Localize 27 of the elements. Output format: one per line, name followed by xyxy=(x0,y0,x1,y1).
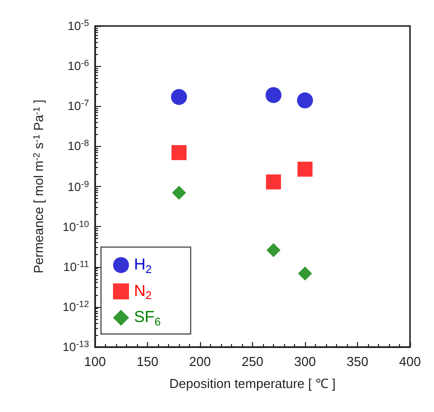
y-tick-label: 10$^{-5}$ xyxy=(68,18,89,33)
y-tick-label: 10$^{-6}$ xyxy=(68,58,89,74)
y-tick-label: 10$^{-10}$ xyxy=(62,218,89,234)
x-tick-label: 300 xyxy=(294,354,316,369)
x-tick-label: 250 xyxy=(242,354,264,369)
point xyxy=(266,174,281,190)
point xyxy=(266,87,282,104)
y-tick-label: 10$^{-12}$ xyxy=(62,298,89,314)
point xyxy=(172,186,186,200)
point xyxy=(298,266,312,280)
point xyxy=(266,243,280,258)
y-tick-label: 10$^{-8}$ xyxy=(68,138,89,154)
x-tick-label: 350 xyxy=(346,354,368,369)
point xyxy=(298,162,312,177)
y-tick-label: 10$^{-11}$ xyxy=(63,258,89,274)
point xyxy=(171,89,187,105)
point xyxy=(297,92,313,108)
x-tick-label: 100 xyxy=(84,354,106,369)
x-tick-label: 150 xyxy=(136,354,158,369)
x-axis-title: Deposition temperature [ ℃ ] xyxy=(169,376,336,391)
x-tick-label: 400 xyxy=(399,354,421,369)
y-tick-label: 10$^{-13}$ xyxy=(62,338,89,354)
point xyxy=(172,145,186,160)
y-axis-title: Permeance [ mol m-2 s-1 Pa-1 ] xyxy=(31,100,46,274)
y-tick-label: 10$^{-9}$ xyxy=(68,178,89,194)
x-tick-label: 200 xyxy=(189,354,211,369)
y-tick-label: 10$^{-7}$ xyxy=(68,98,89,114)
